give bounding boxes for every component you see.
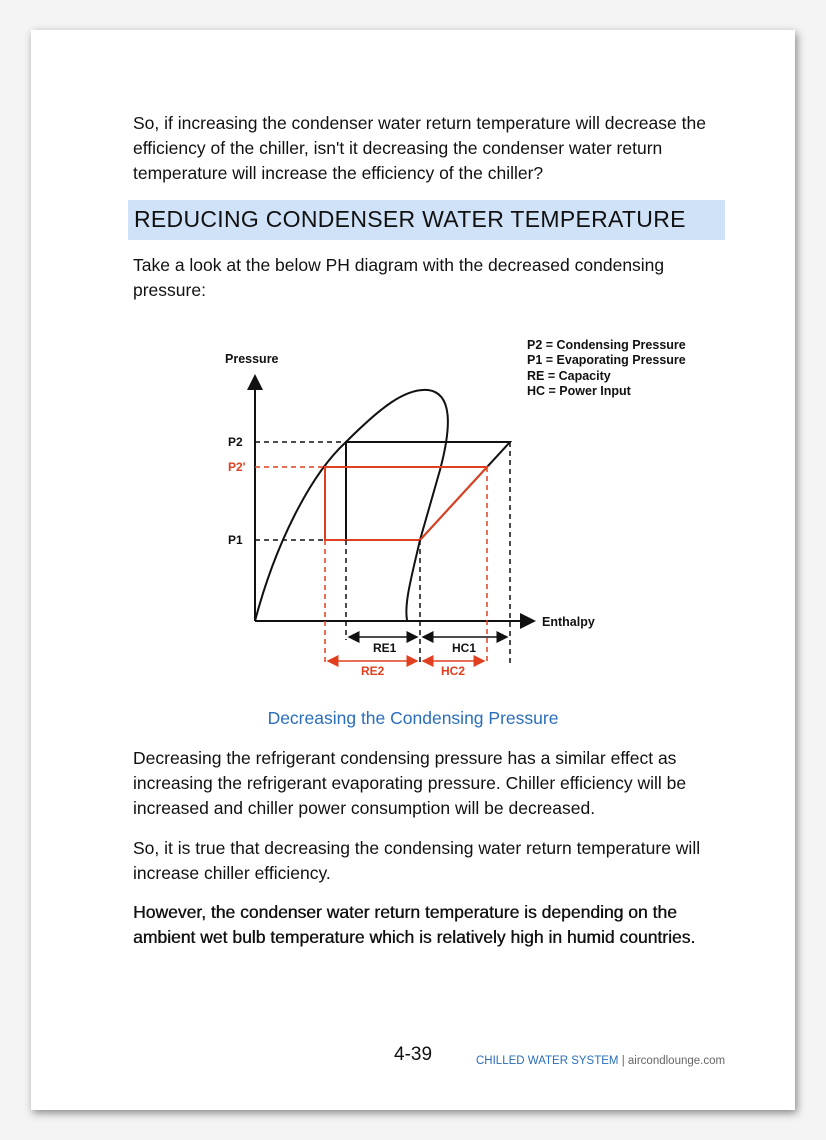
conclusion-paragraph: So, it is true that decreasing the conde… <box>133 838 701 883</box>
re2-label: RE2 <box>361 664 385 678</box>
section-heading-text: REDUCING CONDENSER WATER TEMPERATURE <box>134 206 686 232</box>
page-number: 4-39 <box>394 1044 433 1065</box>
however-paragraph: However, the condenser water return temp… <box>133 902 696 947</box>
p2-label: P2 <box>228 435 243 449</box>
hc2-label: HC2 <box>441 664 465 678</box>
p1-label: P1 <box>228 533 243 547</box>
legend-item: P1 = Evaporating Pressure <box>527 353 686 367</box>
footer-site: aircondlounge.com <box>627 1055 726 1067</box>
p2-prime-label: P2' <box>228 460 246 474</box>
footer-section: CHILLED WATER SYSTEM <box>476 1055 619 1067</box>
figure-caption: Decreasing the Condensing Pressure <box>267 708 559 728</box>
page-footer: CHILLED WATER SYSTEM | aircondlounge.com <box>476 1055 725 1067</box>
section-heading: REDUCING CONDENSER WATER TEMPERATURE <box>128 200 725 240</box>
re1-label: RE1 <box>373 641 397 655</box>
legend-item: P2 = Condensing Pressure <box>527 338 686 352</box>
lead-paragraph: Take a look at the below PH diagram with… <box>133 255 665 300</box>
x-axis-label: Enthalpy <box>542 615 595 629</box>
footer-separator: | <box>621 1055 625 1067</box>
effect-paragraph: Decreasing the refrigerant condensing pr… <box>133 748 687 818</box>
legend-item: HC = Power Input <box>527 384 632 398</box>
hc1-label: HC1 <box>452 641 476 655</box>
legend-item: RE = Capacity <box>527 369 611 383</box>
saturation-curve <box>254 388 449 622</box>
y-axis-label: Pressure <box>225 352 279 366</box>
intro-paragraph: So, if increasing the condenser water re… <box>133 113 706 183</box>
reduced-cycle <box>324 466 490 541</box>
original-cycle <box>345 441 513 541</box>
